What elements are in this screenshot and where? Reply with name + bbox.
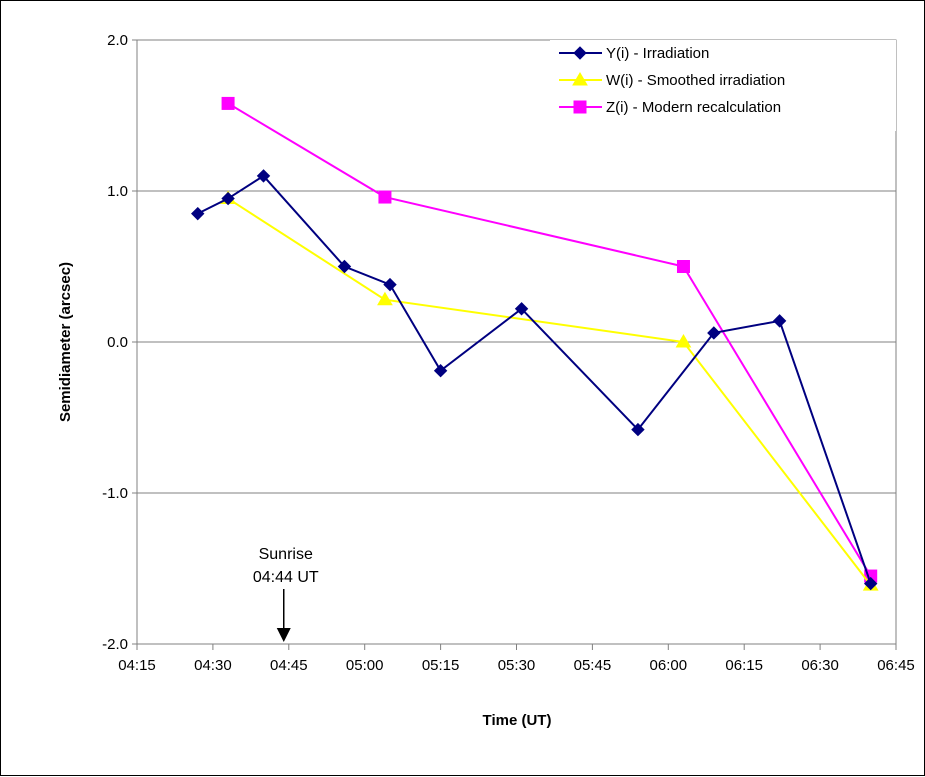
point-diamond — [514, 302, 529, 316]
point-diamond — [573, 46, 587, 60]
y-tick-label: -1.0 — [102, 485, 128, 502]
legend: Y(i) - Irradiation W(i) - Smoothed irradi… — [550, 40, 896, 131]
annotation-layer: Sunrise 04:44 UT — [253, 546, 319, 642]
annotation-label-line-2: 04:44 UT — [253, 569, 319, 586]
point-diamond — [383, 277, 397, 292]
point-square — [378, 190, 392, 204]
axis-layer: 2.0 1.0 0.0 -1.0 -2.0 04:15 04:30 04:45 05:00 05:… — [102, 32, 915, 674]
annotation-arrow-head — [276, 628, 291, 642]
point-triangle — [675, 334, 692, 348]
x-tick-label: 04:30 — [194, 657, 232, 674]
legend-item-3: Z(i) - Modern recalculation — [559, 99, 781, 116]
legend-label: Z(i) - Modern recalculation — [606, 99, 781, 116]
x-axis-title: Time (UT) — [483, 712, 552, 729]
y-tick-label: 2.0 — [107, 32, 128, 49]
point-diamond — [337, 259, 352, 274]
sunrise-annotation: Sunrise 04:44 UT — [253, 546, 319, 642]
x-tick-label: 06:15 — [725, 657, 763, 674]
x-tick-label: 06:00 — [650, 657, 688, 674]
x-tick-label: 04:45 — [270, 657, 308, 674]
point-diamond — [863, 576, 878, 591]
point-triangle — [572, 72, 588, 86]
y-tick-label: -2.0 — [102, 636, 128, 653]
series-line — [227, 102, 872, 577]
x-tick-label: 05:15 — [422, 657, 460, 674]
point-diamond — [256, 169, 271, 183]
grid-layer — [137, 190, 896, 494]
point-square — [676, 260, 690, 273]
point-diamond — [221, 191, 235, 206]
point-diamond — [707, 326, 721, 340]
legend-item-2: W(i) - Smoothed irradiation — [559, 72, 785, 89]
x-tick-label: 04:15 — [118, 657, 156, 674]
point-diamond — [631, 422, 645, 437]
point-diamond — [191, 206, 205, 221]
point-square — [573, 100, 587, 114]
x-tick-label: 05:00 — [346, 657, 384, 674]
point-diamond — [433, 363, 448, 378]
legend-label: Y(i) - Irradiation — [606, 45, 709, 62]
x-tick-label: 06:45 — [877, 657, 915, 674]
legend-label: W(i) - Smoothed irradiation — [606, 72, 785, 89]
point-square — [221, 96, 235, 110]
legend-item-1: Y(i) - Irradiation — [559, 45, 709, 62]
series-layer — [191, 96, 879, 591]
x-tick-label: 06:30 — [801, 657, 839, 674]
x-tick-label: 05:45 — [574, 657, 612, 674]
x-tick-label: 05:30 — [498, 657, 536, 674]
annotation-label-line-1: Sunrise — [259, 546, 313, 563]
series-1 — [191, 169, 878, 591]
y-tick-label: 1.0 — [107, 183, 128, 200]
point-diamond — [772, 314, 787, 328]
y-axis-title: Semidiameter (arcsec) — [57, 262, 74, 422]
point-triangle — [377, 291, 393, 306]
legend-box — [550, 40, 896, 131]
y-tick-label: 0.0 — [107, 334, 128, 351]
